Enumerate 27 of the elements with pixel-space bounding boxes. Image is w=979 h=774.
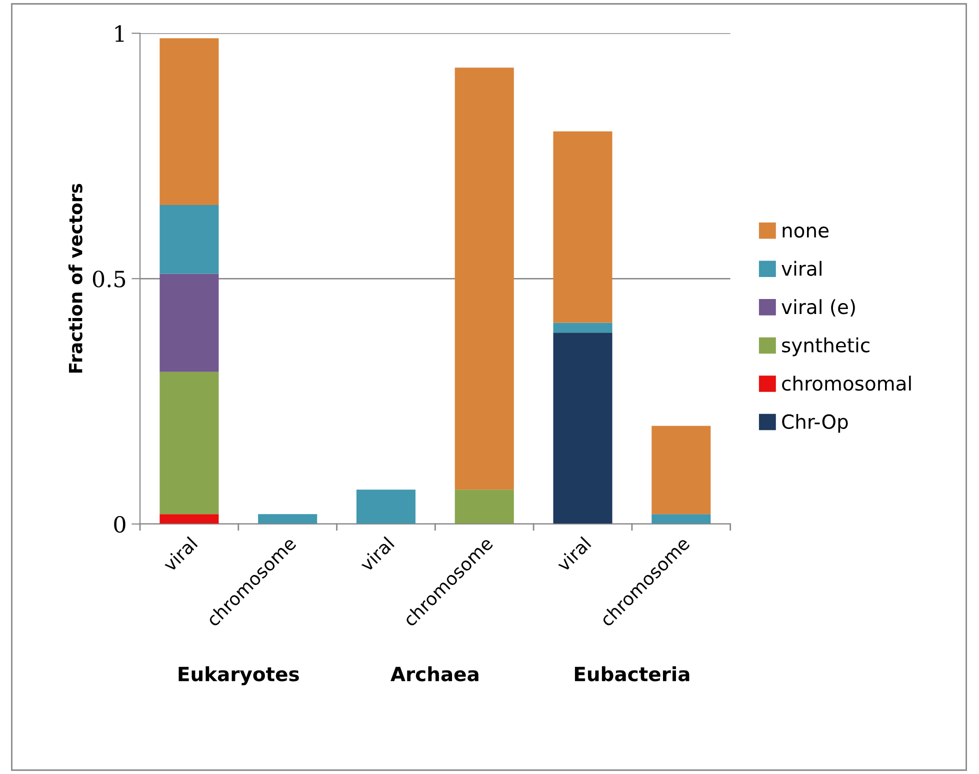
text: Eubacteria xyxy=(574,666,690,682)
bar xyxy=(454,68,514,490)
legend-label: Chr-Op xyxy=(782,414,848,433)
y-tick-label: 1 xyxy=(115,25,124,42)
text: Eukaryotes xyxy=(178,666,299,686)
bar xyxy=(553,322,612,333)
bar xyxy=(454,490,514,524)
y-tick-label: 0.5 xyxy=(92,270,126,288)
bar xyxy=(553,332,612,524)
bar xyxy=(160,205,219,274)
bar xyxy=(553,131,612,323)
text: Archaea xyxy=(390,666,478,682)
bar xyxy=(258,514,318,524)
y-tick-label: 0 xyxy=(114,516,126,533)
bar xyxy=(356,490,416,524)
bar xyxy=(652,514,711,524)
bar xyxy=(160,38,219,206)
legend-label: viral (e) xyxy=(782,299,855,317)
y-axis-title: Fraction of vectors xyxy=(68,184,82,373)
bar xyxy=(160,514,219,524)
legend-label: synthetic xyxy=(782,337,870,356)
legend-label: none xyxy=(782,226,828,238)
bar xyxy=(160,274,219,372)
bar xyxy=(652,426,711,514)
legend-label: viral xyxy=(782,260,822,276)
legend-label: chromosomal xyxy=(782,376,911,391)
bar xyxy=(160,372,219,514)
